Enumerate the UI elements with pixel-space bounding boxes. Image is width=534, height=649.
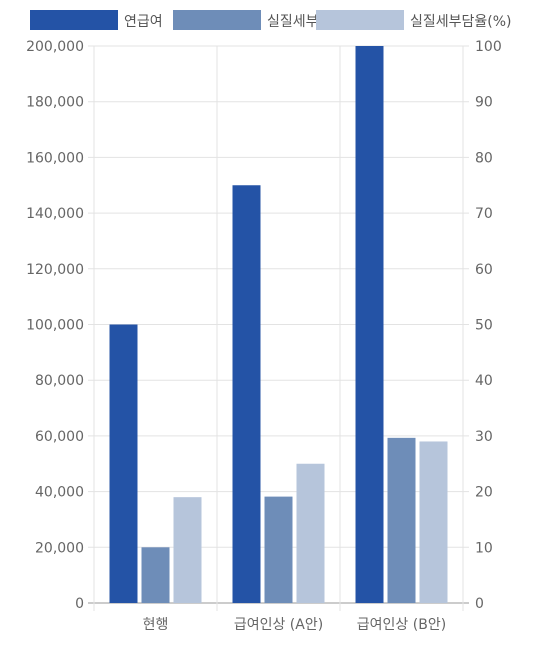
y-right-tick-label: 40 — [475, 373, 493, 389]
bar-3-1[interactable] — [173, 497, 202, 603]
y-left-tick-label: 100,000 — [26, 318, 84, 334]
legend-swatch-3[interactable] — [316, 10, 404, 30]
y-left-tick-label: 0 — [75, 596, 84, 612]
x-category-label: 급여인상 (A안) — [234, 617, 323, 633]
bars-layer — [109, 46, 448, 604]
y-right-tick-label: 10 — [475, 540, 493, 556]
legend-label-2[interactable]: 실질세부담 — [267, 14, 332, 30]
y-left-tick-label: 40,000 — [35, 485, 84, 501]
y-left-tick-label: 180,000 — [26, 95, 84, 111]
y-right-tick-label: 60 — [475, 262, 493, 278]
legend[interactable]: 연급여 실질세부담 실질세부담율(%) — [30, 10, 512, 30]
x-category-label: 급여인상 (B안) — [357, 617, 446, 633]
y-left-tick-label: 60,000 — [35, 429, 84, 445]
bar-2-2[interactable] — [264, 496, 293, 603]
y-left-tick-label: 200,000 — [26, 39, 84, 55]
y-right-tick-label: 20 — [475, 485, 493, 501]
bar-3-3[interactable] — [419, 441, 448, 603]
y-right-tick-label: 100 — [475, 39, 502, 55]
y-left-tick-label: 160,000 — [26, 150, 84, 166]
y-right-tick-label: 0 — [475, 596, 484, 612]
legend-label-3[interactable]: 실질세부담율(%) — [410, 14, 512, 30]
bar-3-2[interactable] — [296, 463, 325, 603]
y-left-tick-label: 120,000 — [26, 262, 84, 278]
bar-1-1[interactable] — [109, 324, 138, 604]
y-right-tick-label: 80 — [475, 150, 493, 166]
y-right-tick-label: 50 — [475, 318, 493, 334]
y-left-tick-label: 20,000 — [35, 540, 84, 556]
x-category-label: 현행 — [143, 617, 169, 633]
y-right-tick-label: 90 — [475, 95, 493, 111]
legend-swatch-1[interactable] — [30, 10, 118, 30]
legend-label-1[interactable]: 연급여 — [124, 14, 163, 30]
y-right-tick-label: 70 — [475, 206, 493, 222]
y-right-tick-label: 30 — [475, 429, 493, 445]
legend-swatch-2[interactable] — [173, 10, 261, 30]
y-left-tick-label: 80,000 — [35, 373, 84, 389]
bar-2-3[interactable] — [387, 437, 416, 603]
y-left-tick-label: 140,000 — [26, 206, 84, 222]
bar-1-3[interactable] — [355, 46, 384, 603]
bar-2-1[interactable] — [141, 547, 170, 603]
bar-1-2[interactable] — [232, 185, 261, 603]
